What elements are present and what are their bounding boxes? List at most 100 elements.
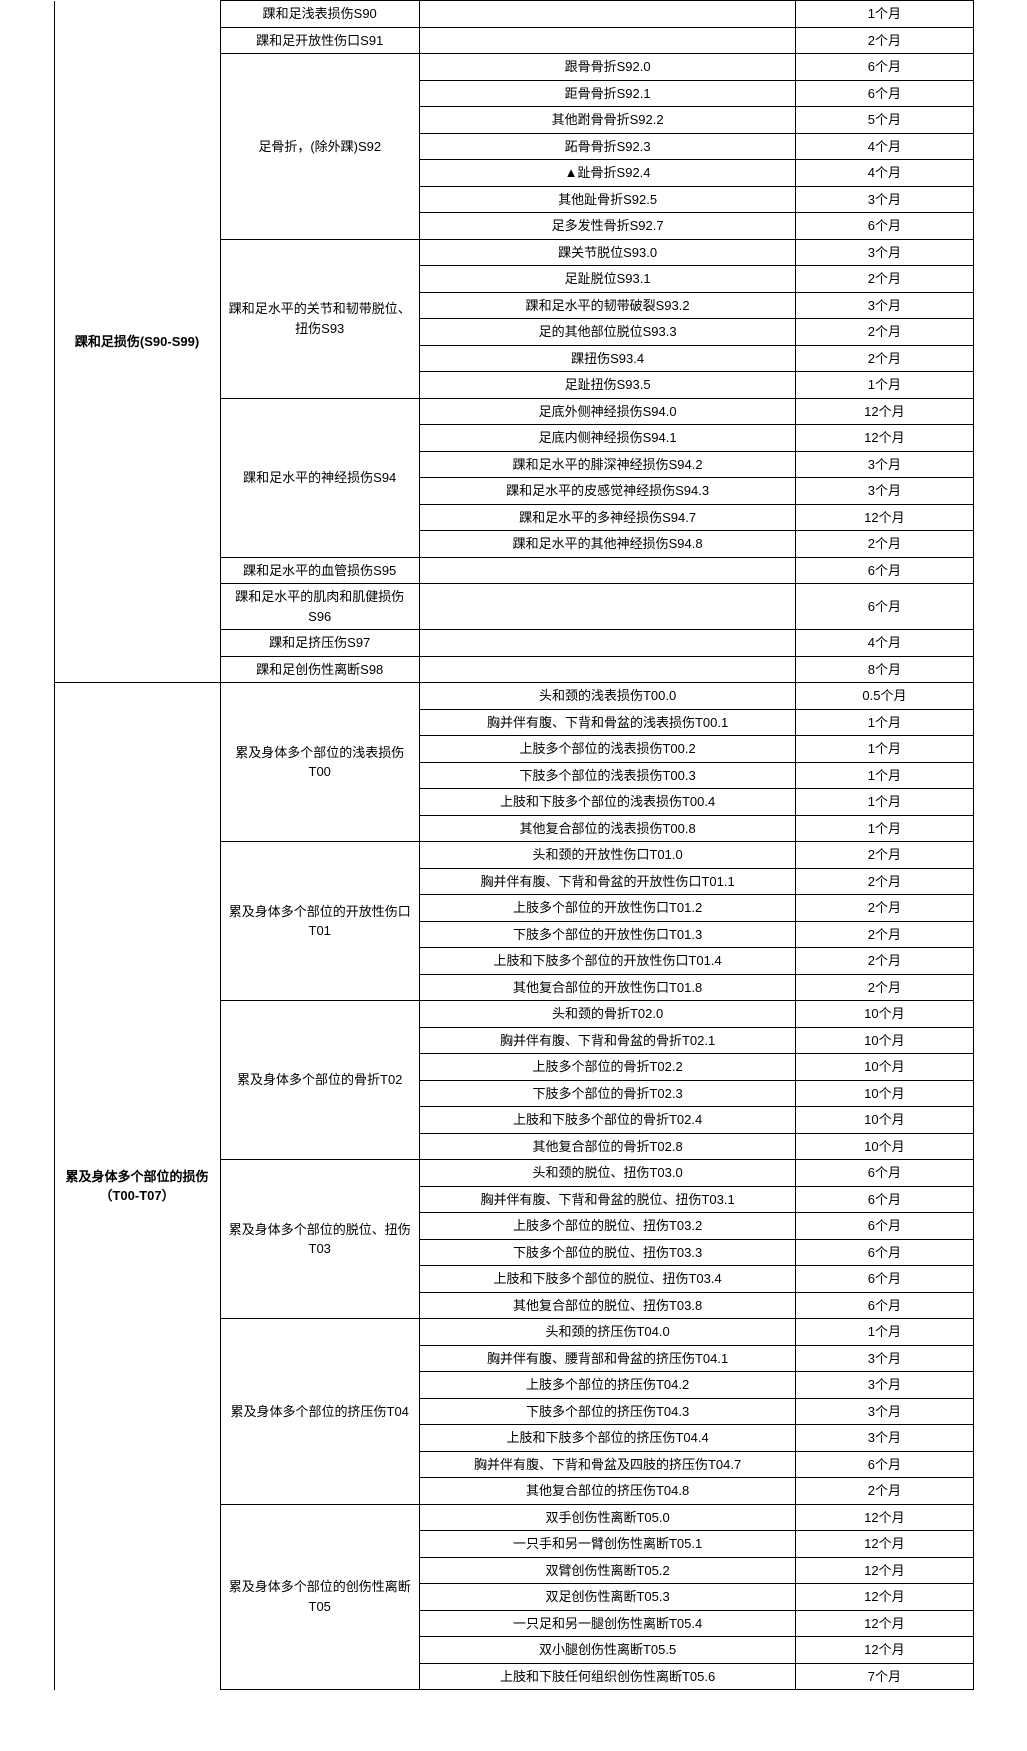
item-desc: 头和颈的骨折T02.0	[419, 1001, 795, 1028]
item-desc: 下肢多个部位的挤压伤T04.3	[419, 1398, 795, 1425]
item-desc: ▲趾骨折S92.4	[419, 160, 795, 187]
item-desc: 上肢多个部位的浅表损伤T00.2	[419, 736, 795, 763]
item-desc: 其他复合部位的浅表损伤T00.8	[419, 815, 795, 842]
item-desc	[419, 1, 795, 28]
item-duration: 1个月	[796, 789, 973, 816]
item-duration: 12个月	[796, 1504, 973, 1531]
item-duration: 6个月	[796, 213, 973, 240]
item-duration: 2个月	[796, 974, 973, 1001]
item-desc: 足底内侧神经损伤S94.1	[419, 425, 795, 452]
item-desc: 上肢和下肢多个部位的骨折T02.4	[419, 1107, 795, 1134]
item-duration: 10个月	[796, 1054, 973, 1081]
item-duration: 2个月	[796, 842, 973, 869]
item-duration: 10个月	[796, 1133, 973, 1160]
item-desc: 跟骨骨折S92.0	[419, 54, 795, 81]
item-desc: 踝扭伤S93.4	[419, 345, 795, 372]
item-desc: 胸并伴有腹、下背和骨盆及四肢的挤压伤T04.7	[419, 1451, 795, 1478]
item-desc: 上肢多个部位的脱位、扭伤T03.2	[419, 1213, 795, 1240]
item-desc: 一只手和另一臂创伤性离断T05.1	[419, 1531, 795, 1558]
item-duration: 3个月	[796, 1398, 973, 1425]
item-desc: 足趾扭伤S93.5	[419, 372, 795, 399]
item-desc: 其他复合部位的开放性伤口T01.8	[419, 974, 795, 1001]
item-duration: 8个月	[796, 656, 973, 683]
item-duration: 3个月	[796, 478, 973, 505]
item-desc: 下肢多个部位的开放性伤口T01.3	[419, 921, 795, 948]
item-duration: 1个月	[796, 815, 973, 842]
item-desc: 一只足和另一腿创伤性离断T05.4	[419, 1610, 795, 1637]
group-label: 踝和足挤压伤S97	[220, 630, 419, 657]
group-label: 累及身体多个部位的脱位、扭伤T03	[220, 1160, 419, 1319]
injury-table: 踝和足损伤(S90-S99)踝和足浅表损伤S901个月踝和足开放性伤口S912个…	[54, 0, 974, 1690]
item-desc: 胸并伴有腹、下背和骨盆的开放性伤口T01.1	[419, 868, 795, 895]
item-duration: 6个月	[796, 1239, 973, 1266]
item-desc: 上肢和下肢多个部位的脱位、扭伤T03.4	[419, 1266, 795, 1293]
item-desc: 踝关节脱位S93.0	[419, 239, 795, 266]
item-desc	[419, 630, 795, 657]
item-duration: 3个月	[796, 292, 973, 319]
item-desc: 头和颈的挤压伤T04.0	[419, 1319, 795, 1346]
group-label: 踝和足开放性伤口S91	[220, 27, 419, 54]
item-duration: 2个月	[796, 266, 973, 293]
item-desc	[419, 584, 795, 630]
section-title: 踝和足损伤(S90-S99)	[54, 1, 220, 683]
group-label: 足骨折，(除外踝)S92	[220, 54, 419, 240]
item-duration: 2个月	[796, 27, 973, 54]
item-duration: 10个月	[796, 1027, 973, 1054]
item-desc: 踝和足水平的韧带破裂S93.2	[419, 292, 795, 319]
item-duration: 4个月	[796, 160, 973, 187]
item-desc: 双小腿创伤性离断T05.5	[419, 1637, 795, 1664]
group-label: 累及身体多个部位的创伤性离断T05	[220, 1504, 419, 1690]
item-desc	[419, 557, 795, 584]
item-desc: 足趾脱位S93.1	[419, 266, 795, 293]
item-desc: 上肢和下肢任何组织创伤性离断T05.6	[419, 1663, 795, 1690]
group-label: 踝和足水平的关节和韧带脱位、扭伤S93	[220, 239, 419, 398]
item-duration: 6个月	[796, 1213, 973, 1240]
item-desc: 踝和足水平的皮感觉神经损伤S94.3	[419, 478, 795, 505]
section-title: 累及身体多个部位的损伤（T00-T07）	[54, 683, 220, 1690]
item-duration: 1个月	[796, 736, 973, 763]
item-desc: 双手创伤性离断T05.0	[419, 1504, 795, 1531]
item-desc: 上肢和下肢多个部位的开放性伤口T01.4	[419, 948, 795, 975]
item-desc: 上肢和下肢多个部位的浅表损伤T00.4	[419, 789, 795, 816]
item-desc: 下肢多个部位的浅表损伤T00.3	[419, 762, 795, 789]
group-label: 踝和足水平的神经损伤S94	[220, 398, 419, 557]
item-desc	[419, 27, 795, 54]
item-desc: 上肢多个部位的骨折T02.2	[419, 1054, 795, 1081]
group-label: 踝和足浅表损伤S90	[220, 1, 419, 28]
item-desc: 其他跗骨骨折S92.2	[419, 107, 795, 134]
item-duration: 2个月	[796, 1478, 973, 1505]
item-duration: 2个月	[796, 345, 973, 372]
item-desc: 胸并伴有腹、下背和骨盆的骨折T02.1	[419, 1027, 795, 1054]
item-desc: 胸并伴有腹、下背和骨盆的脱位、扭伤T03.1	[419, 1186, 795, 1213]
item-duration: 12个月	[796, 1557, 973, 1584]
group-label: 踝和足创伤性离断S98	[220, 656, 419, 683]
item-duration: 6个月	[796, 1451, 973, 1478]
item-duration: 2个月	[796, 319, 973, 346]
item-desc: 双臂创伤性离断T05.2	[419, 1557, 795, 1584]
item-duration: 2个月	[796, 948, 973, 975]
item-duration: 10个月	[796, 1080, 973, 1107]
item-desc: 其他趾骨折S92.5	[419, 186, 795, 213]
item-desc: 上肢多个部位的挤压伤T04.2	[419, 1372, 795, 1399]
item-duration: 12个月	[796, 1584, 973, 1611]
item-duration: 5个月	[796, 107, 973, 134]
item-duration: 12个月	[796, 1610, 973, 1637]
item-desc: 下肢多个部位的脱位、扭伤T03.3	[419, 1239, 795, 1266]
item-desc: 足多发性骨折S92.7	[419, 213, 795, 240]
item-desc: 距骨骨折S92.1	[419, 80, 795, 107]
item-duration: 6个月	[796, 1160, 973, 1187]
table-row: 踝和足损伤(S90-S99)踝和足浅表损伤S901个月	[54, 1, 973, 28]
group-label: 累及身体多个部位的挤压伤T04	[220, 1319, 419, 1505]
item-desc: 头和颈的脱位、扭伤T03.0	[419, 1160, 795, 1187]
item-desc: 胸并伴有腹、下背和骨盆的浅表损伤T00.1	[419, 709, 795, 736]
item-duration: 12个月	[796, 1637, 973, 1664]
item-duration: 6个月	[796, 557, 973, 584]
item-desc: 双足创伤性离断T05.3	[419, 1584, 795, 1611]
item-duration: 2个月	[796, 921, 973, 948]
item-duration: 2个月	[796, 895, 973, 922]
item-desc: 其他复合部位的骨折T02.8	[419, 1133, 795, 1160]
table-row: 累及身体多个部位的损伤（T00-T07）累及身体多个部位的浅表损伤T00头和颈的…	[54, 683, 973, 710]
item-desc: 其他复合部位的脱位、扭伤T03.8	[419, 1292, 795, 1319]
item-duration: 4个月	[796, 133, 973, 160]
item-duration: 2个月	[796, 868, 973, 895]
